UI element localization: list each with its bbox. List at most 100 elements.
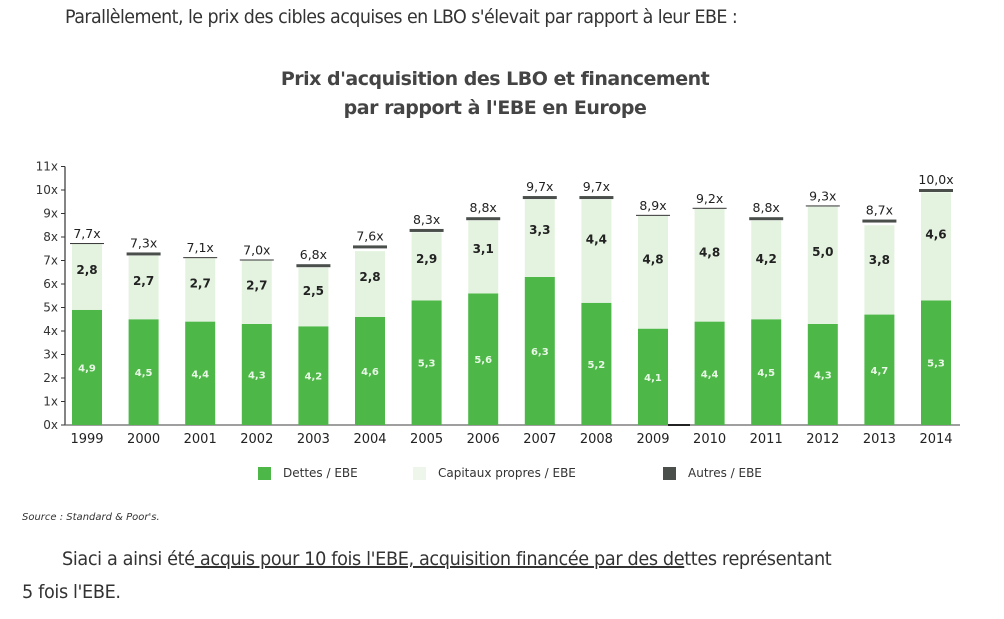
body-text-post: ttes représentant: [684, 548, 832, 570]
data-label-capitaux: 2,7: [133, 274, 154, 288]
y-tick-label: 2x: [43, 371, 58, 385]
data-label-capitaux: 3,8: [869, 253, 890, 267]
bar-dettes: [694, 321, 725, 425]
bar-capitaux: [751, 220, 782, 320]
body-text-underlined: acquis pour 10 fois l'EBE, acquisition f…: [194, 548, 685, 570]
data-label-capitaux: 2,7: [246, 279, 267, 293]
data-label-dettes: 4,7: [871, 366, 889, 377]
data-label-total: 9,3x: [809, 188, 836, 203]
x-tick-label: 1999: [70, 432, 103, 447]
data-label-total: 7,0x: [243, 243, 270, 258]
bar-autres: [296, 264, 331, 268]
bar-autres: [466, 217, 501, 221]
data-label-capitaux: 4,6: [925, 227, 946, 241]
data-label-dettes: 4,9: [78, 363, 96, 374]
bar-capitaux: [128, 255, 159, 320]
y-tick-label: 3x: [43, 348, 58, 362]
y-tick-label: 10x: [36, 183, 58, 197]
bar-autres: [353, 245, 387, 249]
bar-total-line: [239, 259, 274, 261]
y-tick-label: 11x: [36, 160, 58, 174]
x-tick-label: 2003: [297, 432, 330, 447]
x-tick-label: 2000: [127, 432, 160, 447]
body-paragraph-line-1: Siaci a ainsi été acquis pour 10 fois l'…: [62, 548, 832, 570]
data-label-capitaux: 2,8: [359, 270, 380, 284]
bar-autres: [126, 252, 161, 256]
data-label-total: 9,7x: [526, 179, 553, 194]
bar-autres: [579, 196, 614, 200]
data-label-total: 8,7x: [866, 203, 893, 218]
data-label-total: 8,8x: [753, 200, 780, 215]
data-label-dettes: 4,2: [305, 372, 323, 383]
x-tick-label: 2011: [750, 432, 783, 447]
data-label-dettes: 5,6: [474, 355, 492, 366]
legend-item-dettes: Dettes / EBE: [258, 466, 358, 480]
x-tick-label: 2004: [353, 432, 386, 447]
chart-source: Source : Standard & Poor's.: [22, 512, 160, 523]
bar-total-line: [183, 257, 218, 259]
x-tick-label: 2009: [636, 432, 669, 447]
data-label-total: 9,2x: [696, 191, 723, 206]
bar-capitaux: [468, 220, 499, 294]
data-label-dettes: 6,3: [531, 347, 549, 358]
data-label-total: 7,1x: [187, 240, 214, 255]
data-label-dettes: 4,5: [135, 368, 153, 379]
data-label-capitaux: 2,8: [76, 263, 97, 277]
bar-dettes: [298, 326, 329, 425]
data-label-total: 7,6x: [356, 228, 383, 243]
bar-capitaux: [921, 192, 951, 301]
bar-autres: [862, 219, 897, 223]
data-label-capitaux: 4,2: [756, 252, 777, 266]
bar-capitaux: [581, 199, 612, 303]
data-label-dettes: 4,4: [191, 369, 209, 380]
bar-dettes: [921, 300, 951, 425]
y-tick-label: 4x: [43, 324, 58, 338]
body-paragraph-line-2: 5 fois l'EBE.: [22, 581, 121, 603]
bar-dettes: [72, 309, 102, 425]
x-tick-label: 2005: [410, 432, 443, 447]
data-label-total: 8,8x: [470, 200, 497, 215]
bar-dettes: [524, 276, 555, 425]
stacked-bar-chart: 0x 1x 2x 3x 4x 5x 6x 7x 8x 9x 10x 11x 4,9 2,8 7,7x 1999…: [36, 160, 960, 447]
legend-label-dettes: Dettes / EBE: [283, 466, 358, 480]
bar-autres: [522, 196, 557, 200]
data-label-total: 10,0x: [918, 172, 953, 187]
bar-total-line: [805, 205, 840, 207]
legend-swatch-capitaux: [413, 466, 426, 480]
x-tick-label: 2008: [580, 432, 613, 447]
x-tick-label: 2013: [863, 432, 896, 447]
bar-dettes: [128, 319, 159, 425]
bar-autres: [749, 217, 784, 221]
data-label-dettes: 5,3: [927, 359, 945, 370]
body-text-pre: Siaci a ainsi été: [62, 548, 195, 570]
x-tick-label: 2006: [467, 432, 500, 447]
data-label-capitaux: 2,5: [303, 284, 324, 298]
x-tick-label: 2014: [919, 432, 952, 447]
data-label-capitaux: 4,4: [586, 233, 607, 247]
bar-capitaux: [72, 244, 102, 310]
x-tick-label: 2012: [806, 432, 839, 447]
bar-capitaux: [185, 258, 216, 322]
data-label-total: 7,7x: [73, 226, 100, 241]
bar-capitaux: [807, 206, 838, 324]
bar-capitaux: [694, 208, 725, 322]
data-label-dettes: 4,3: [248, 370, 266, 381]
bar-dettes: [864, 314, 895, 425]
x-tick-label: 2001: [184, 432, 217, 447]
data-label-total: 8,3x: [413, 212, 440, 227]
bar-capitaux: [298, 267, 329, 327]
bar-capitaux: [241, 260, 272, 324]
bar-dettes: [411, 300, 442, 425]
bar-capitaux: [638, 215, 668, 329]
data-label-capitaux: 2,7: [190, 276, 211, 290]
x-tick-label: 2002: [240, 432, 273, 447]
bar-dettes: [241, 323, 272, 425]
bar-capitaux: [411, 232, 442, 301]
data-label-dettes: 5,2: [588, 360, 606, 371]
bar-dettes: [581, 302, 612, 425]
y-tick-label: 7x: [43, 254, 58, 268]
chart-title: Prix d'acquisition des LBO et financemen…: [280, 68, 710, 90]
bar-capitaux: [864, 225, 895, 315]
legend-item-capitaux: Capitaux propres / EBE: [413, 466, 576, 480]
data-label-capitaux: 4,8: [642, 253, 663, 267]
